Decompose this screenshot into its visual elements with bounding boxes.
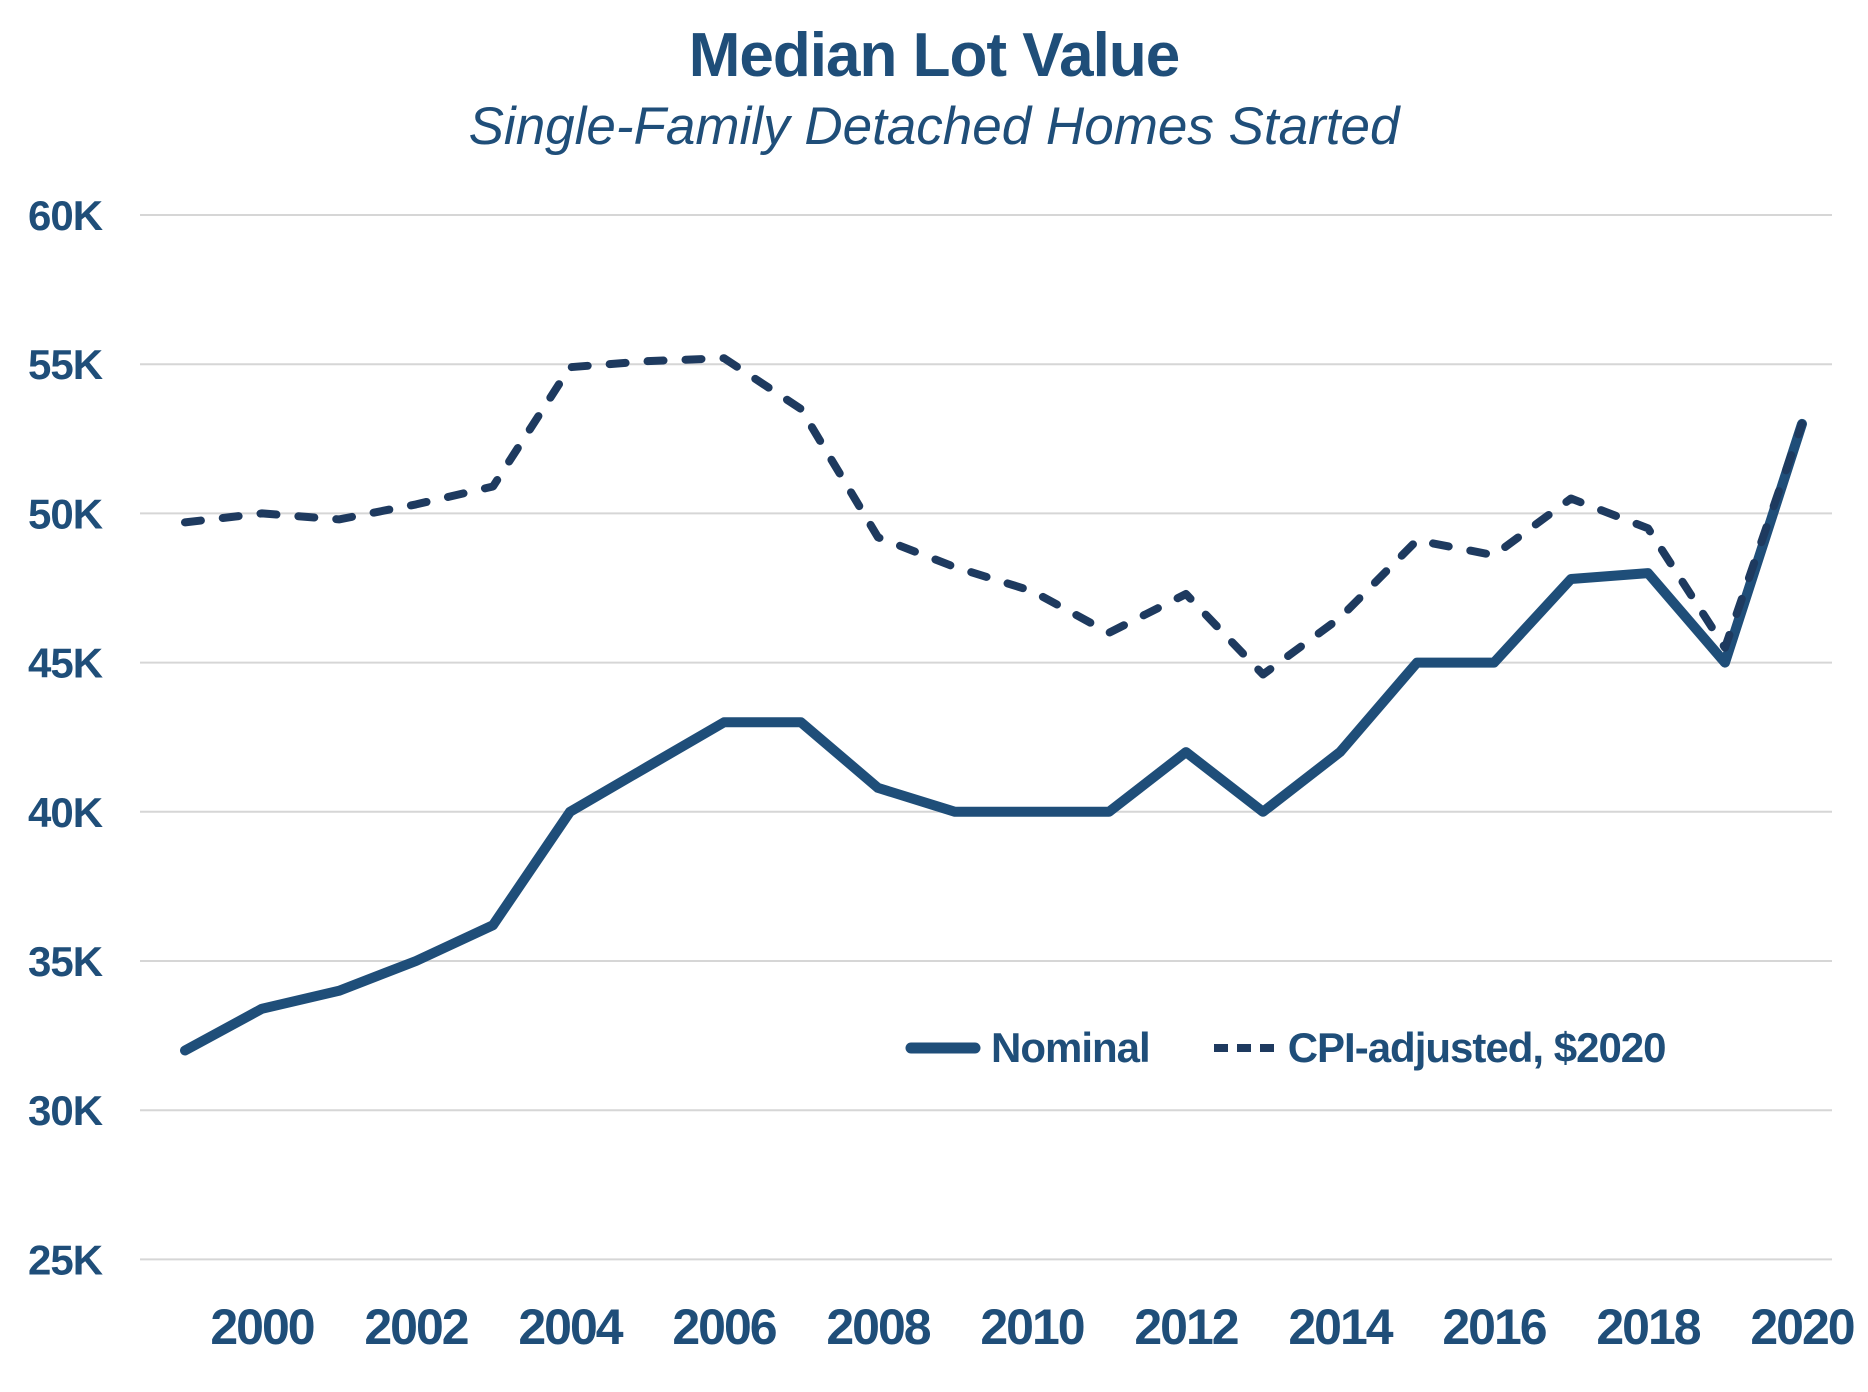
x-tick-label-2004: 2004: [518, 1299, 623, 1355]
cpi-line-swatch-icon: [1213, 1044, 1278, 1052]
x-tick-label-2000: 2000: [210, 1299, 313, 1355]
x-tick-label-2018: 2018: [1596, 1299, 1700, 1355]
x-tick-label-2002: 2002: [364, 1299, 467, 1355]
x-tick-label-2020: 2020: [1750, 1299, 1853, 1355]
y-tick-label-30k: 30K: [28, 1087, 103, 1134]
legend-label-cpi-adjusted: CPI-adjusted, $2020: [1287, 1024, 1667, 1071]
y-tick-label-45k: 45K: [28, 640, 103, 687]
x-tick-label-2008: 2008: [826, 1299, 930, 1355]
legend-item-cpi-adjusted: CPI-adjusted, $2020: [1213, 1024, 1667, 1072]
y-tick-label-60k: 60K: [28, 192, 103, 239]
legend-label-nominal: Nominal: [991, 1024, 1151, 1071]
chart-title: Median Lot Value: [688, 21, 1180, 90]
series-line-cpi-adjusted-2020: [181, 354, 1806, 679]
legend: Nominal CPI-adjusted, $2020: [905, 1018, 1667, 1078]
x-tick-label-2014: 2014: [1288, 1299, 1393, 1355]
y-tick-label-50k: 50K: [28, 490, 103, 537]
y-tick-label-55k: 55K: [28, 341, 103, 388]
x-tick-label-2012: 2012: [1134, 1299, 1237, 1355]
x-tick-label-2006: 2006: [672, 1299, 775, 1355]
x-tick-label-2016: 2016: [1442, 1299, 1545, 1355]
y-tick-label-35k: 35K: [28, 938, 103, 985]
y-tick-label-40k: 40K: [28, 789, 103, 836]
chart-subtitle: Single-Family Detached Homes Started: [468, 97, 1400, 156]
y-tick-label-25k: 25K: [28, 1236, 103, 1283]
x-tick-label-2010: 2010: [980, 1299, 1083, 1355]
legend-item-nominal: Nominal: [905, 1024, 1151, 1072]
nominal-line-swatch-icon: [905, 1042, 981, 1054]
series-line-nominal: [180, 418, 1807, 1056]
